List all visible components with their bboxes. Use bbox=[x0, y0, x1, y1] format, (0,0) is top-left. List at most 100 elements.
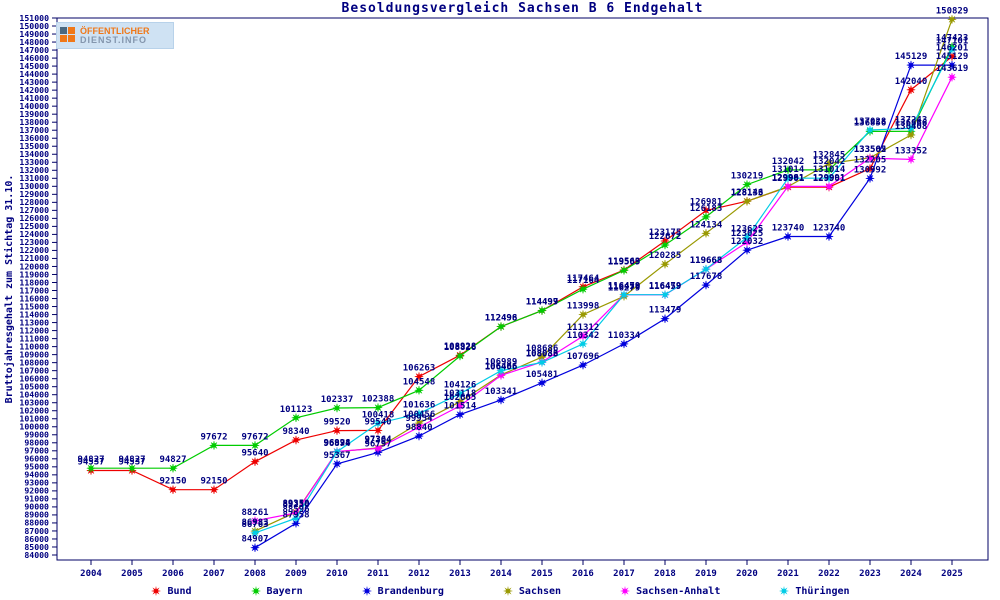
point-label: 119509 bbox=[608, 257, 641, 267]
site-logo[interactable]: ÖFFENTLICHER DIENST.INFO bbox=[56, 22, 174, 49]
data-point bbox=[947, 60, 957, 70]
x-tick-label: 2007 bbox=[203, 569, 225, 579]
data-point bbox=[906, 85, 916, 95]
data-point bbox=[865, 125, 875, 135]
y-tick-label: 109000 bbox=[19, 349, 49, 359]
x-tick-label: 2020 bbox=[736, 569, 758, 579]
point-label: 119668 bbox=[690, 256, 723, 266]
y-tick-label: 138000 bbox=[19, 117, 49, 127]
point-label: 104126 bbox=[444, 381, 477, 391]
point-label: 84907 bbox=[241, 535, 268, 545]
point-label: 102337 bbox=[321, 395, 354, 405]
data-point bbox=[414, 409, 424, 418]
point-label: 130219 bbox=[731, 172, 764, 182]
y-tick-label: 131000 bbox=[19, 173, 49, 183]
x-tick-label: 2013 bbox=[449, 569, 471, 579]
point-label: 132845 bbox=[813, 151, 846, 161]
point-label: 100418 bbox=[362, 410, 395, 420]
legend-item-bund[interactable]: Bund bbox=[150, 585, 192, 597]
legend-item-bayern[interactable]: Bayern bbox=[250, 585, 303, 597]
y-tick-label: 136000 bbox=[19, 133, 49, 143]
y-tick-label: 106000 bbox=[19, 373, 49, 383]
series-brandenburg bbox=[250, 60, 957, 552]
legend-label: Sachsen-Anhalt bbox=[636, 585, 721, 597]
legend-item-sachsen-anhalt[interactable]: Sachsen-Anhalt bbox=[619, 585, 720, 597]
legend-item-sachsen[interactable]: Sachsen bbox=[502, 585, 561, 597]
data-point bbox=[865, 164, 875, 173]
data-point bbox=[537, 306, 547, 315]
data-point bbox=[947, 15, 957, 24]
data-point bbox=[947, 45, 957, 54]
point-label: 101123 bbox=[280, 405, 313, 415]
point-label: 108033 bbox=[526, 349, 559, 359]
point-label: 136866 bbox=[895, 118, 928, 128]
legend-marker-icon bbox=[620, 586, 631, 596]
y-tick-label: 146000 bbox=[19, 53, 49, 63]
data-point bbox=[332, 447, 342, 456]
data-point bbox=[414, 386, 424, 395]
x-tick-label: 2009 bbox=[285, 569, 307, 579]
point-label: 119663 bbox=[690, 256, 723, 266]
point-label: 97672 bbox=[241, 432, 268, 442]
data-point bbox=[455, 351, 465, 361]
legend-label: Sachsen bbox=[518, 585, 562, 597]
y-tick-label: 112000 bbox=[19, 325, 49, 335]
data-point bbox=[660, 290, 670, 299]
y-tick-label: 98000 bbox=[24, 438, 49, 448]
data-point bbox=[742, 245, 752, 255]
data-point bbox=[373, 444, 383, 453]
point-label: 116279 bbox=[608, 283, 641, 293]
data-point bbox=[455, 401, 465, 411]
data-point bbox=[373, 419, 383, 428]
y-tick-label: 151000 bbox=[19, 13, 49, 23]
data-point bbox=[701, 280, 711, 290]
point-label: 106263 bbox=[403, 364, 436, 374]
x-tick-label: 2018 bbox=[654, 569, 676, 579]
point-label: 112498 bbox=[485, 314, 518, 324]
legend-marker-icon bbox=[151, 586, 162, 596]
point-label: 108928 bbox=[444, 342, 477, 352]
point-label: 89350 bbox=[282, 499, 309, 509]
data-point bbox=[742, 233, 752, 242]
data-point bbox=[250, 516, 260, 526]
data-point bbox=[578, 284, 588, 294]
y-tick-label: 84000 bbox=[24, 550, 49, 560]
point-label: 96894 bbox=[323, 439, 351, 449]
y-tick-label: 148000 bbox=[19, 37, 49, 47]
x-tick-label: 2025 bbox=[941, 569, 963, 579]
point-label: 106466 bbox=[485, 362, 518, 372]
y-tick-label: 123000 bbox=[19, 237, 49, 247]
point-label: 88596 bbox=[282, 505, 309, 515]
legend-item-thüringen[interactable]: Thüringen bbox=[778, 585, 850, 597]
y-tick-label: 141000 bbox=[19, 93, 49, 103]
point-label: 86763 bbox=[241, 520, 268, 530]
data-point bbox=[332, 459, 342, 469]
data-point bbox=[250, 543, 260, 552]
y-tick-label: 105000 bbox=[19, 381, 49, 391]
point-label: 94827 bbox=[159, 455, 186, 465]
logo-line1: ÖFFENTLICHER bbox=[80, 25, 150, 36]
point-label: 87958 bbox=[282, 510, 309, 520]
y-tick-label: 132000 bbox=[19, 165, 49, 175]
point-label: 98340 bbox=[282, 427, 309, 437]
point-label: 88261 bbox=[241, 508, 268, 518]
x-tick-label: 2023 bbox=[859, 569, 881, 579]
y-tick-label: 142000 bbox=[19, 85, 49, 95]
data-point bbox=[537, 358, 547, 367]
x-tick-label: 2016 bbox=[572, 569, 594, 579]
point-label: 89250 bbox=[282, 500, 309, 510]
data-point bbox=[332, 426, 342, 435]
data-point bbox=[742, 180, 752, 189]
data-point bbox=[291, 513, 301, 523]
point-label: 137028 bbox=[854, 117, 887, 127]
x-tick-label: 2021 bbox=[777, 569, 799, 579]
chart-title: Besoldungsvergleich Sachsen B 6 Endgehal… bbox=[341, 1, 704, 16]
point-label: 132205 bbox=[854, 156, 887, 166]
x-tick-label: 2024 bbox=[900, 569, 922, 579]
y-tick-label: 87000 bbox=[24, 526, 49, 536]
data-point bbox=[824, 182, 834, 191]
data-point bbox=[414, 372, 424, 381]
legend-item-brandenburg[interactable]: Brandenburg bbox=[361, 585, 444, 597]
point-label: 98840 bbox=[405, 423, 432, 433]
